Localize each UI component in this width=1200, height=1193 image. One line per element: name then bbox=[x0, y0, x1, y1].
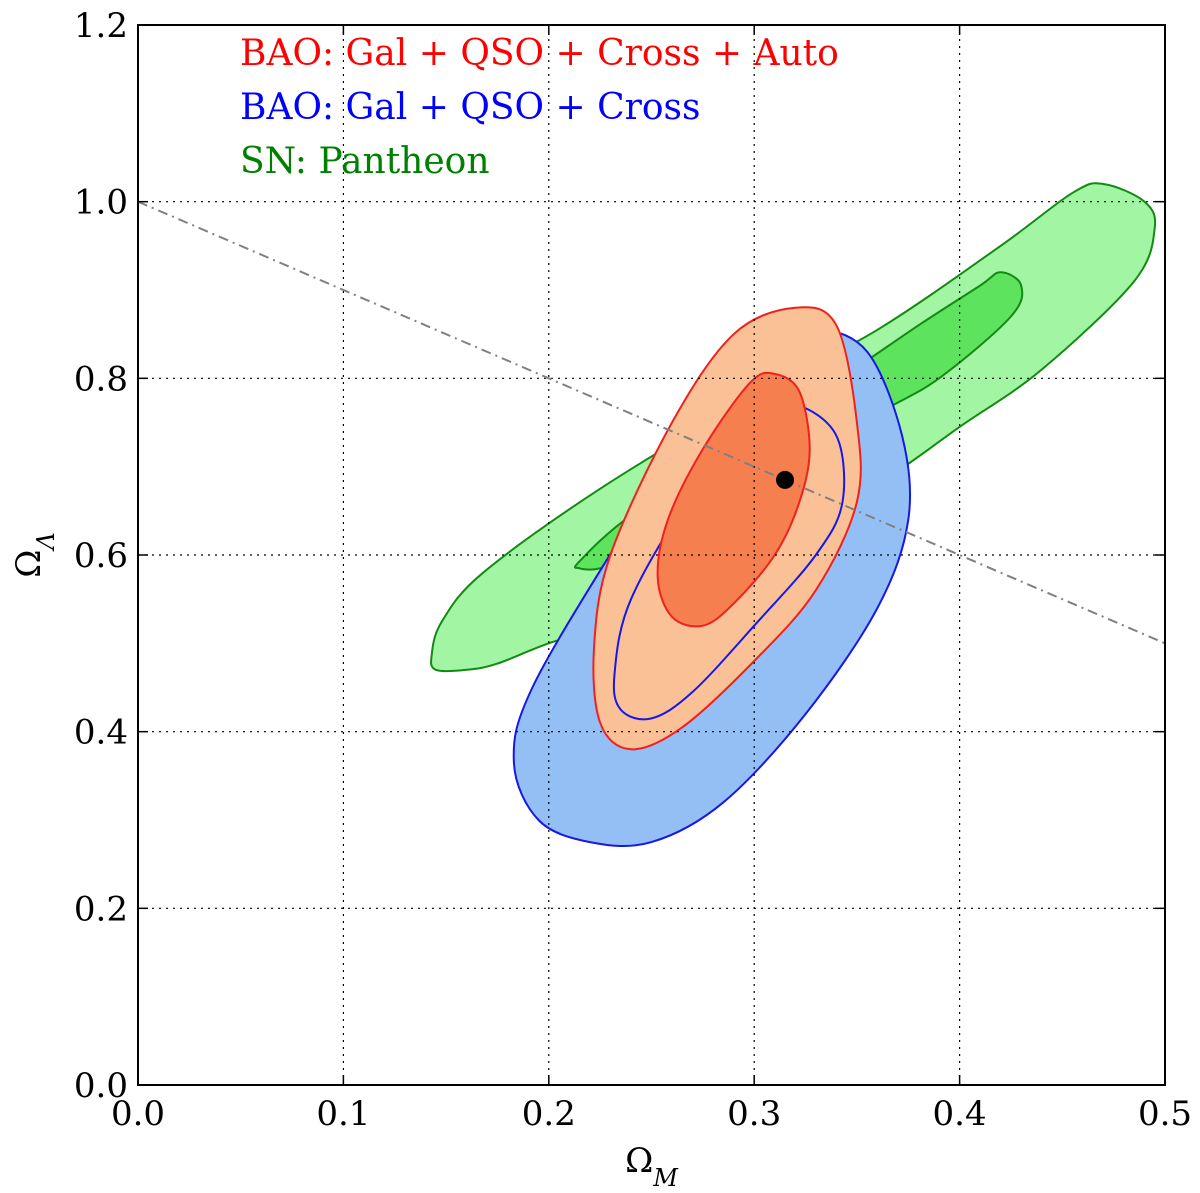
y-tick-label: 0.8 bbox=[74, 359, 128, 399]
confidence-contours bbox=[430, 182, 1157, 847]
y-tick-label: 0.2 bbox=[74, 889, 128, 929]
x-tick-label: 0.5 bbox=[1138, 1094, 1192, 1134]
contour-bao-gal-qso-cross-auto-1-sigma bbox=[656, 371, 811, 628]
x-tick-label: 0.3 bbox=[727, 1094, 781, 1134]
y-tick-label: 0.0 bbox=[74, 1066, 128, 1106]
y-tick-label: 0.6 bbox=[74, 536, 128, 576]
flat-universe-line bbox=[138, 200, 1165, 645]
best-fit-marker bbox=[776, 470, 795, 489]
x-tick-label: 0.2 bbox=[522, 1094, 576, 1134]
axis-ticks: 0.0 0.1 0.2 0.3 0.4 0.5 0.0 0.2 0.4 0.6 0.8 1.0 1.2 bbox=[74, 6, 1192, 1134]
best-fit-point bbox=[776, 470, 795, 489]
y-tick-label: 1.2 bbox=[74, 6, 128, 46]
legend: BAO: Gal + QSO + Cross + Auto BAO: Gal + … bbox=[240, 33, 839, 182]
legend-entry: SN: Pantheon bbox=[240, 141, 490, 182]
legend-entry: BAO: Gal + QSO + Cross + Auto bbox=[240, 33, 839, 74]
y-axis-label: ΩΛ bbox=[9, 532, 60, 578]
x-tick-label: 0.0 bbox=[111, 1094, 165, 1134]
x-tick-label: 0.4 bbox=[933, 1094, 987, 1134]
x-tick-label: 0.1 bbox=[316, 1094, 370, 1134]
x-axis-label: ΩM bbox=[625, 1141, 679, 1192]
legend-entry: BAO: Gal + QSO + Cross bbox=[240, 87, 700, 128]
flat-line bbox=[138, 200, 1165, 645]
y-tick-label: 1.0 bbox=[74, 183, 128, 223]
y-tick-label: 0.4 bbox=[74, 713, 128, 753]
grid-lines bbox=[138, 25, 1165, 1085]
